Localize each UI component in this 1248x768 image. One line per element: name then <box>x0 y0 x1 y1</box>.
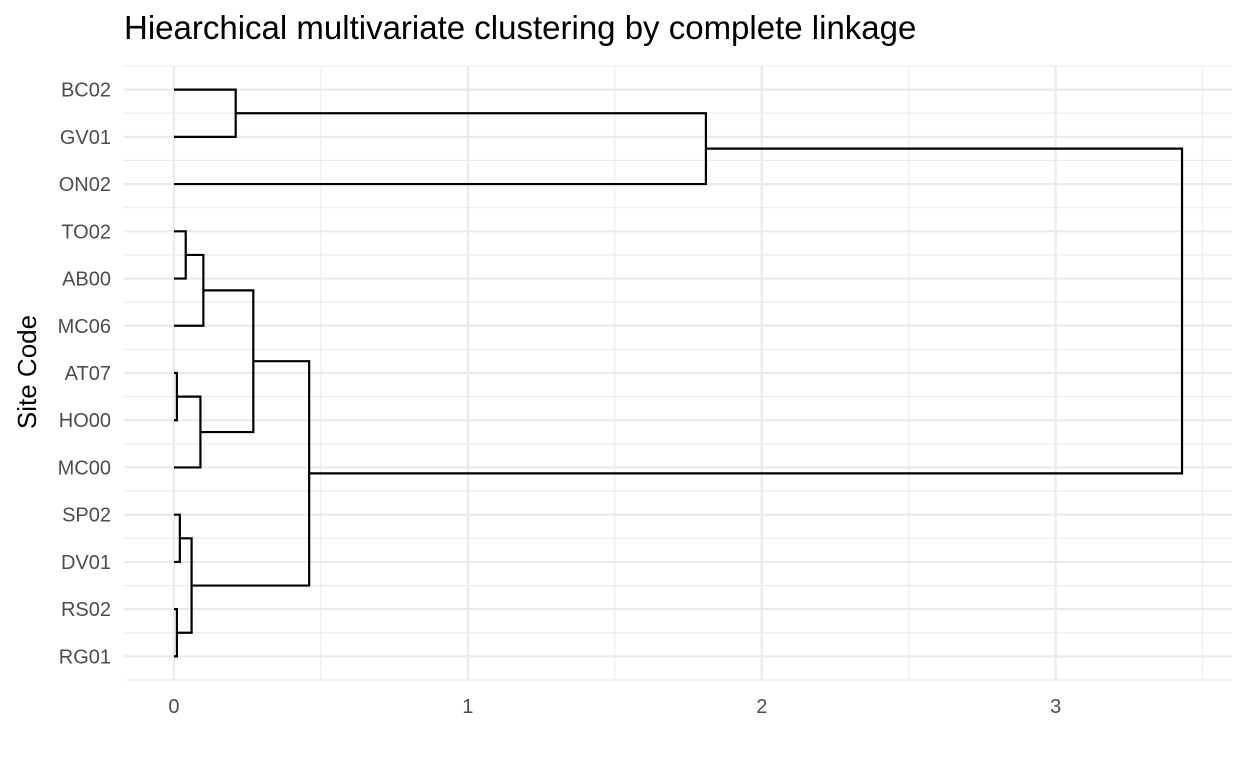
y-tick-label-RG01: RG01 <box>59 646 111 668</box>
y-tick-label-SP02: SP02 <box>62 505 111 527</box>
dendrogram-branches <box>173 88 1184 658</box>
y-tick-label-DV01: DV01 <box>61 552 111 574</box>
branch-m7 <box>173 253 205 327</box>
y-tick-label-ON02: ON02 <box>59 174 111 196</box>
y-tick-label-MC06: MC06 <box>58 316 111 338</box>
y-axis-tick-labels: BC02 GV01 ON02 TO02 AB00 MC06 AT07 HO00 MC00 SP02… <box>58 80 111 669</box>
branch-m10 <box>191 360 311 587</box>
y-tick-label-GV01: GV01 <box>60 127 111 149</box>
y-tick-label-HO00: HO00 <box>59 410 111 432</box>
y-tick-label-AB00: AB00 <box>62 269 111 291</box>
x-axis-tick-labels: 0 1 2 3 <box>168 696 1061 718</box>
major-grid-y <box>124 88 1232 658</box>
x-tick-label-3: 3 <box>1050 696 1061 718</box>
x-tick-label-1: 1 <box>462 696 473 718</box>
y-tick-label-MC00: MC00 <box>58 457 111 479</box>
branch-m12 <box>309 147 1184 475</box>
branch-m9 <box>200 289 255 434</box>
y-tick-label-BC02: BC02 <box>61 80 111 102</box>
y-tick-label-RS02: RS02 <box>61 599 111 621</box>
chart-title: Hiearchical multivariate clustering by c… <box>124 9 916 46</box>
y-tick-label-TO02: TO02 <box>61 221 111 243</box>
y-axis-label: Site Code <box>12 315 42 429</box>
y-tick-label-AT07: AT07 <box>65 363 111 385</box>
x-tick-label-2: 2 <box>756 696 767 718</box>
x-tick-label-0: 0 <box>168 696 179 718</box>
branch-m11 <box>173 112 708 186</box>
